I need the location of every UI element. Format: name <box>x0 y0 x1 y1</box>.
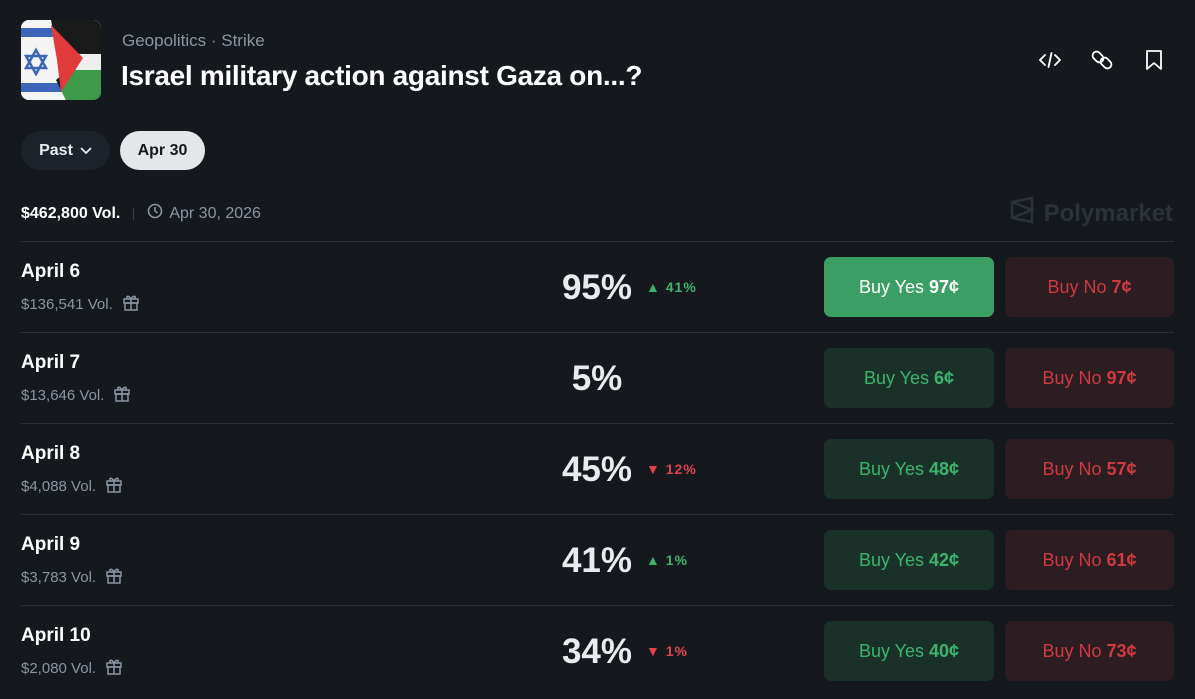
gift-icon[interactable] <box>105 657 123 679</box>
no-price: 61¢ <box>1106 549 1137 570</box>
embed-code-icon[interactable] <box>1038 48 1062 72</box>
buy-no-label: Buy No <box>1042 549 1102 570</box>
gift-icon[interactable] <box>105 475 123 497</box>
past-label: Past <box>39 141 73 159</box>
buy-no-label: Buy No <box>1042 458 1102 479</box>
market-row[interactable]: April 6 $136,541 Vol. 95% ▲ 41% Buy Yes 9… <box>21 241 1174 332</box>
buy-yes-button[interactable]: Buy Yes 48¢ <box>824 439 994 499</box>
change-arrow-icon: ▲ <box>646 279 661 295</box>
yes-price: 6¢ <box>934 367 955 388</box>
yes-price: 42¢ <box>929 549 960 570</box>
buy-yes-label: Buy Yes <box>858 458 924 479</box>
polymarket-watermark: Polymarket <box>1010 196 1173 231</box>
no-price: 97¢ <box>1106 367 1137 388</box>
market-volume: $4,088 Vol. <box>21 477 97 495</box>
market-name: April 8 <box>21 443 81 464</box>
change-arrow-icon: ▼ <box>646 643 661 659</box>
market-row[interactable]: April 7 $13,646 Vol. 5% Buy Yes 6¢ Buy No… <box>21 332 1174 423</box>
change-value: 41% <box>665 279 697 295</box>
buy-no-label: Buy No <box>1047 276 1107 297</box>
market-volume: $3,783 Vol. <box>21 568 97 586</box>
probability: 41% <box>561 541 633 580</box>
change-value: 1% <box>665 643 688 659</box>
buy-yes-button[interactable]: Buy Yes 6¢ <box>824 348 994 408</box>
buy-no-label: Buy No <box>1042 640 1102 661</box>
change-value: 12% <box>665 461 697 477</box>
buy-yes-label: Buy Yes <box>858 276 924 297</box>
bookmark-icon[interactable] <box>1143 48 1165 72</box>
no-price: 73¢ <box>1106 640 1137 661</box>
chevron-down-icon <box>80 142 92 160</box>
buy-no-button[interactable]: Buy No 97¢ <box>1005 348 1174 408</box>
buy-no-label: Buy No <box>1042 367 1102 388</box>
total-volume: $462,800 Vol. <box>21 204 121 222</box>
probability: 45% <box>561 450 633 489</box>
link-icon[interactable] <box>1091 48 1113 72</box>
gift-icon[interactable] <box>113 384 131 406</box>
market-name: April 9 <box>21 534 81 555</box>
polymarket-logo-icon <box>1010 196 1036 231</box>
market-name: April 7 <box>21 352 81 373</box>
no-price: 57¢ <box>1106 458 1137 479</box>
buy-yes-button[interactable]: Buy Yes 97¢ <box>824 257 994 317</box>
market-volume: $136,541 Vol. <box>21 295 113 313</box>
probability-change: ▲ 1% <box>646 552 688 568</box>
buy-no-button[interactable]: Buy No 7¢ <box>1005 257 1174 317</box>
buy-yes-label: Buy Yes <box>858 640 924 661</box>
probability: 95% <box>561 268 633 307</box>
subcategory-link[interactable]: Strike <box>221 31 265 50</box>
yes-price: 48¢ <box>929 458 960 479</box>
separator: · <box>210 31 217 50</box>
divider <box>133 207 135 220</box>
market-row[interactable]: April 8 $4,088 Vol. 45% ▼ 12% Buy Yes 48¢… <box>21 423 1174 514</box>
buy-no-button[interactable]: Buy No 57¢ <box>1005 439 1174 499</box>
clock-icon <box>147 203 163 224</box>
market-row[interactable]: April 9 $3,783 Vol. 41% ▲ 1% Buy Yes 42¢ … <box>21 514 1174 605</box>
buy-no-button[interactable]: Buy No 61¢ <box>1005 530 1174 590</box>
market-volume: $2,080 Vol. <box>21 659 97 677</box>
end-date: Apr 30, 2026 <box>169 204 261 222</box>
change-arrow-icon: ▲ <box>646 552 661 568</box>
gift-icon[interactable] <box>105 566 123 588</box>
market-name: April 10 <box>21 625 91 646</box>
past-dropdown[interactable]: Past <box>21 131 110 170</box>
change-value: 1% <box>665 552 688 568</box>
probability: 34% <box>561 632 633 671</box>
breadcrumb: Geopolitics · Strike <box>122 31 265 51</box>
market-meta: $462,800 Vol. Apr 30, 2026 <box>21 203 261 224</box>
market-row[interactable]: April 10 $2,080 Vol. 34% ▼ 1% Buy Yes 40¢… <box>21 605 1174 696</box>
buy-yes-label: Buy Yes <box>858 549 924 570</box>
buy-yes-label: Buy Yes <box>863 367 930 388</box>
buy-yes-button[interactable]: Buy Yes 40¢ <box>824 621 994 681</box>
yes-price: 97¢ <box>929 276 960 297</box>
probability-change: ▲ 41% <box>646 279 697 295</box>
probability-change: ▼ 1% <box>646 643 688 659</box>
probability: 5% <box>571 359 623 398</box>
yes-price: 40¢ <box>929 640 960 661</box>
page-title: Israel military action against Gaza on..… <box>121 60 643 91</box>
gift-icon[interactable] <box>122 293 140 315</box>
change-arrow-icon: ▼ <box>646 461 661 477</box>
category-link[interactable]: Geopolitics <box>122 31 207 50</box>
buy-yes-button[interactable]: Buy Yes 42¢ <box>824 530 994 590</box>
market-name: April 6 <box>21 261 81 282</box>
buy-no-button[interactable]: Buy No 73¢ <box>1005 621 1174 681</box>
probability-change: ▼ 12% <box>646 461 697 477</box>
market-image <box>21 20 101 100</box>
date-pill-selected[interactable]: Apr 30 <box>120 131 205 170</box>
toolbar <box>1038 48 1165 72</box>
market-volume: $13,646 Vol. <box>21 386 105 404</box>
no-price: 7¢ <box>1111 276 1132 297</box>
brand-name: Polymarket <box>1043 199 1173 227</box>
